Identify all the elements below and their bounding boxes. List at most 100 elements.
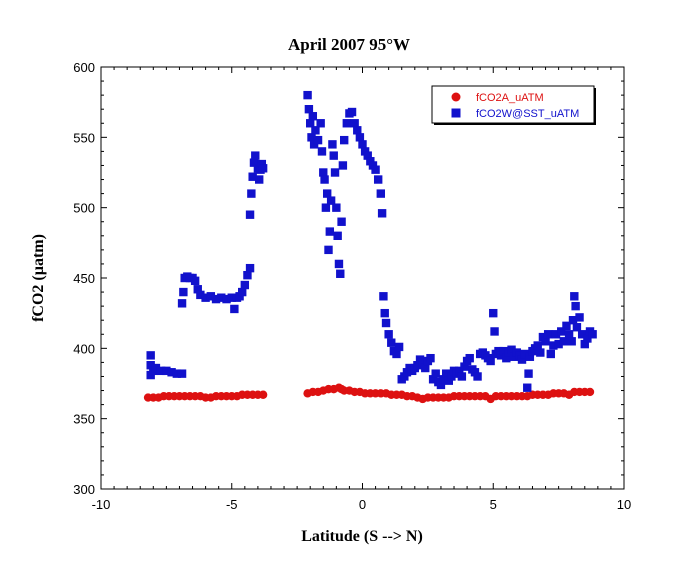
plot-area: -10 -5 0 5 10 300 350 400 450 500 550 600 [73,60,631,512]
data-point-square [332,203,341,212]
data-point-square [371,165,380,174]
data-point-square [546,349,555,359]
data-point-square [177,369,187,378]
data-point-square [377,209,387,218]
data-point-square [360,147,370,156]
x-tick-label: 0 [359,497,366,512]
data-point-square [494,346,503,356]
data-point-square [570,292,579,301]
data-point-square [496,351,506,360]
data-point-square [538,332,548,342]
data-point-square [499,346,508,356]
y-tick-label: 450 [73,271,95,286]
data-point-square [333,231,342,240]
data-point-square [557,327,566,336]
data-point-square [330,168,340,177]
data-point-square [421,363,430,373]
data-point-square [524,369,533,378]
series-fco2w [146,90,597,392]
data-point-square [313,135,323,145]
data-point-square [515,351,524,360]
data-point-square [368,161,378,170]
data-point-square [577,330,587,339]
data-point-square [316,119,325,128]
x-axis-label: Latitude (S --> N) [301,528,423,545]
data-point-square [325,227,335,236]
data-point-square [373,175,383,184]
data-point-square [336,269,345,278]
x-tick-label: -5 [226,497,238,512]
data-point-square [167,368,176,377]
data-point-square [418,358,427,367]
data-point-square [156,366,166,376]
data-point-square [376,189,386,198]
data-point-square [235,292,244,301]
data-point-square [536,348,545,357]
data-point-square [320,175,329,184]
data-point-square [490,327,499,336]
data-point-square [470,368,480,377]
data-point-square [249,158,259,167]
data-point-square [571,301,580,311]
data-point-square [243,270,252,280]
data-point-square [441,369,451,378]
data-point-square [549,341,558,350]
data-point-square [326,196,336,205]
data-point-square [575,313,584,322]
data-point-square [489,308,498,318]
data-point-circle [585,387,595,397]
data-point-square [303,90,312,100]
data-point-square [196,290,205,300]
data-point-square [358,140,367,149]
data-point-square [146,370,155,380]
data-point-square [580,339,589,349]
data-point-square [238,287,247,297]
data-point-square [248,172,257,181]
data-point-square [338,161,348,170]
data-point-square [460,362,469,371]
data-point-square [392,349,401,359]
data-point-square [363,151,372,160]
data-point-square [251,151,260,160]
legend-marker-circle [451,92,461,102]
data-point-square [394,342,404,352]
data-point-square [543,330,553,339]
data-point-square [554,339,563,349]
data-point-square [517,355,527,364]
data-point-square [350,119,359,128]
data-point-square [309,140,319,149]
data-point-square [211,294,221,304]
data-point-square [502,353,511,363]
data-point-square [172,369,182,378]
data-point-square [572,323,582,332]
data-point-square [413,361,422,370]
y-tick-label: 400 [73,341,95,356]
data-point-square [400,372,409,381]
data-point-square [384,330,393,339]
data-point-square [247,189,256,198]
data-point-square [201,293,210,302]
data-point-square [533,341,542,350]
data-point-square [428,375,438,384]
data-point-square [319,168,328,177]
data-point-square [146,361,155,370]
data-point-square [255,175,264,184]
chart-title: April 2007 95°W [288,35,410,54]
data-point-square [258,164,268,173]
legend-marker-square [451,108,461,118]
data-point-square [426,353,435,363]
data-point-square [465,353,474,363]
data-point-square [306,119,315,128]
data-point-square [436,380,446,390]
data-point-square [162,366,171,376]
legend-label: fCO2W@SST_uATM [476,108,579,120]
x-tick-label: 5 [490,497,497,512]
data-point-square [222,294,231,304]
y-tick-label: 350 [73,412,95,427]
data-point-square [473,372,482,381]
y-axis-label: fCO2 (µatm) [30,234,47,322]
data-point-square [177,299,187,308]
data-point-square [402,368,412,377]
data-point-square [342,119,352,128]
